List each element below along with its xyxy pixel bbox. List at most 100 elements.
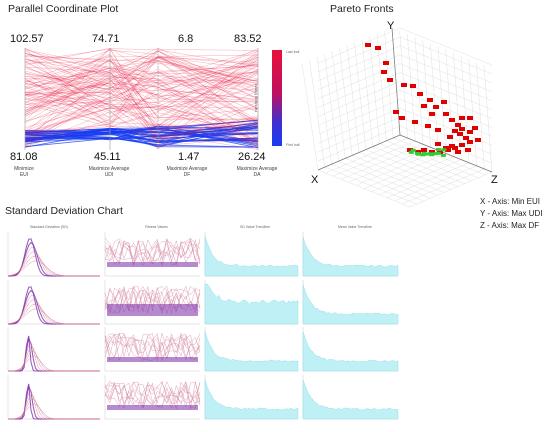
sd-fitness-line xyxy=(104,334,201,362)
sd-bell-curve xyxy=(7,247,100,277)
sd-panel xyxy=(302,280,399,325)
pareto-point xyxy=(457,132,463,136)
sd-fitness-line xyxy=(104,381,201,409)
pcp-line xyxy=(24,129,259,143)
pcp-line xyxy=(24,49,259,91)
pcp-line xyxy=(24,47,259,150)
pareto-point xyxy=(399,116,405,120)
sd-panel xyxy=(7,280,100,325)
pcp-line xyxy=(24,99,259,127)
pareto-point xyxy=(427,98,433,102)
pareto-grid-line xyxy=(402,168,485,205)
pcp-line xyxy=(24,56,259,127)
pcp-line xyxy=(24,67,259,101)
axis1-top-value: 102.57 xyxy=(10,33,44,45)
sd-bell-curve xyxy=(7,355,100,372)
pareto-x-axis-label: X xyxy=(311,174,319,186)
pareto-title: Pareto Fronts xyxy=(330,3,394,15)
pareto-point xyxy=(410,84,416,88)
sd-bell-curve xyxy=(7,260,100,277)
pcp-line xyxy=(24,48,259,121)
pareto-point xyxy=(459,143,465,147)
sd-panel xyxy=(104,232,201,277)
pareto-grid-line xyxy=(317,54,401,90)
pcp-line xyxy=(24,50,259,136)
pareto-near-point xyxy=(432,152,438,156)
pareto-grid-line xyxy=(369,36,380,144)
pareto-grid-line xyxy=(317,125,401,162)
pareto-point xyxy=(467,130,473,134)
sd-trend-area xyxy=(204,379,299,420)
pcp-line xyxy=(24,120,259,134)
axis3-label: Maximize Average DF xyxy=(166,166,208,178)
pareto-point xyxy=(401,83,407,87)
sd-bell-curve xyxy=(8,335,100,372)
pcp-line xyxy=(24,71,259,123)
pareto-grid-line xyxy=(361,39,373,147)
pareto-point xyxy=(435,128,441,132)
pcp-line xyxy=(24,57,259,135)
pareto-grid-line xyxy=(317,27,401,64)
pcp-line xyxy=(24,50,259,123)
pcp-line xyxy=(24,50,259,121)
pareto-point xyxy=(441,100,447,104)
pareto-point xyxy=(459,116,465,120)
pcp-line xyxy=(24,55,259,112)
pareto-point xyxy=(452,129,458,133)
sd-panel xyxy=(7,232,100,277)
pcp-line xyxy=(24,56,259,118)
sd-panel xyxy=(104,327,201,372)
pcp-line xyxy=(24,98,259,142)
pareto-grid-line xyxy=(317,45,401,82)
pcp-line xyxy=(24,61,259,99)
pcp-line xyxy=(24,77,259,146)
pcp-line xyxy=(24,97,259,143)
pcp-line xyxy=(24,60,259,106)
pareto-near-point xyxy=(408,150,414,154)
pcp-line xyxy=(24,122,259,142)
pcp-line xyxy=(24,51,259,90)
pcp-line xyxy=(24,47,259,95)
pareto-legend-y: Y - Axis: Max UDI xyxy=(480,209,543,218)
pareto-near-point xyxy=(410,148,416,152)
pcp-line xyxy=(24,49,259,129)
pcp-polylines xyxy=(24,47,259,150)
sd-panel xyxy=(104,280,201,325)
pcp-line xyxy=(24,53,259,132)
pareto-point xyxy=(412,120,418,124)
pareto-point xyxy=(449,144,455,148)
sd-fitness-line xyxy=(104,285,201,313)
sd-bell-curve xyxy=(8,383,100,420)
pcp-line xyxy=(24,84,259,140)
pareto-point xyxy=(443,112,449,116)
sd-trend-area xyxy=(204,235,299,277)
pareto-near-point xyxy=(435,151,441,155)
sd-panel xyxy=(302,232,399,277)
sd-fitness-line xyxy=(104,290,201,315)
pcp-line xyxy=(24,65,259,112)
pcp-line xyxy=(24,125,259,142)
pareto-grid-line xyxy=(317,116,401,153)
pcp-line xyxy=(24,57,259,109)
sd-panel xyxy=(7,375,100,420)
pareto-z-axis-label: Z xyxy=(491,174,498,186)
pareto-point xyxy=(425,124,431,128)
pcp-line xyxy=(24,49,259,129)
pcp-line xyxy=(24,61,259,121)
sd-trend-area xyxy=(302,284,399,325)
pareto-point xyxy=(429,112,435,116)
sd-bell-curve xyxy=(7,308,100,325)
sd-panel xyxy=(302,375,399,420)
pcp-line xyxy=(24,88,259,134)
pareto-grid-line xyxy=(409,171,493,208)
axis2-bottom-value: 45.11 xyxy=(94,151,121,163)
axis2-top-value: 74.71 xyxy=(92,33,120,45)
pcp-line xyxy=(24,51,259,147)
parallel-plot-title: Parallel Coordinate Plot xyxy=(8,3,119,15)
sd-trend-area xyxy=(204,331,299,372)
sd-fitness-line xyxy=(104,286,201,315)
pareto-x-axis xyxy=(317,134,401,171)
pcp-line xyxy=(24,71,259,145)
